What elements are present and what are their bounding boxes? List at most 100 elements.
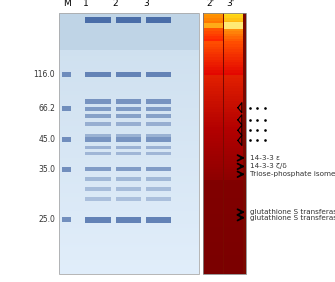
Bar [224, 219, 243, 221]
Bar [224, 18, 243, 21]
Bar [59, 69, 199, 71]
Bar [59, 24, 199, 26]
Bar [224, 21, 243, 23]
Bar [59, 47, 199, 50]
Bar [59, 89, 199, 91]
Bar [204, 52, 223, 54]
Bar [204, 164, 223, 167]
Bar [146, 107, 171, 111]
Bar [224, 159, 243, 161]
Bar [224, 94, 243, 96]
Bar [204, 133, 223, 135]
Bar [59, 213, 199, 215]
Bar [224, 156, 243, 159]
Bar [85, 152, 111, 155]
Bar [59, 224, 199, 226]
Bar [204, 114, 223, 117]
Bar [224, 120, 243, 122]
Bar [146, 72, 171, 77]
Bar [59, 136, 199, 139]
Bar [204, 96, 223, 99]
Bar [59, 93, 199, 95]
Bar [204, 253, 223, 255]
Bar [59, 45, 199, 47]
Bar [59, 43, 199, 45]
Bar [224, 172, 243, 174]
Bar [59, 258, 199, 261]
Bar [116, 137, 141, 142]
Bar [204, 242, 223, 245]
Bar [204, 188, 223, 190]
Bar [59, 267, 199, 269]
Bar [59, 210, 199, 213]
Text: 2': 2' [206, 0, 214, 8]
Text: 25.0: 25.0 [39, 215, 55, 224]
Bar [85, 134, 111, 137]
Text: 3': 3' [226, 0, 234, 8]
Bar [204, 255, 223, 258]
Bar [204, 190, 223, 193]
Bar [224, 57, 243, 60]
Bar [204, 122, 223, 125]
Bar [204, 146, 223, 148]
Text: 14-3-3 ζ/δ: 14-3-3 ζ/δ [250, 163, 287, 169]
Bar [224, 41, 243, 44]
Text: 3: 3 [143, 0, 149, 8]
Bar [224, 161, 243, 164]
Bar [59, 239, 199, 241]
Bar [116, 134, 141, 137]
Bar [224, 39, 243, 41]
Bar [204, 41, 223, 44]
Bar [59, 241, 199, 243]
Bar [59, 265, 199, 267]
Bar [85, 99, 111, 104]
Bar [59, 82, 199, 84]
Bar [204, 153, 223, 156]
Bar [204, 49, 223, 52]
Bar [146, 146, 171, 149]
Bar [204, 206, 223, 208]
Bar [59, 56, 199, 58]
Bar [116, 107, 141, 111]
Bar [204, 174, 223, 177]
Bar [224, 216, 243, 219]
Bar [59, 147, 199, 150]
Bar [59, 50, 199, 52]
Bar [224, 146, 243, 148]
Bar [59, 98, 199, 100]
Bar [224, 185, 243, 188]
Bar [146, 177, 171, 181]
Bar [62, 217, 71, 222]
Bar [204, 138, 223, 140]
Bar [59, 200, 199, 202]
Bar [116, 187, 141, 191]
Bar [59, 261, 199, 263]
Bar [59, 78, 199, 80]
Bar [224, 258, 243, 261]
Text: 2: 2 [113, 0, 118, 8]
Bar [224, 224, 243, 227]
Bar [224, 177, 243, 180]
Bar [224, 62, 243, 65]
Bar [59, 152, 199, 154]
Bar [59, 80, 199, 82]
Bar [85, 122, 111, 126]
Bar [85, 217, 111, 223]
Bar [224, 271, 243, 274]
Bar [204, 94, 223, 96]
Bar [224, 96, 243, 99]
Bar [224, 242, 243, 245]
Bar [204, 15, 223, 18]
Bar [59, 139, 199, 141]
Bar [59, 15, 199, 17]
Bar [204, 65, 223, 67]
Bar [224, 198, 243, 201]
Bar [204, 195, 223, 198]
Bar [224, 250, 243, 253]
Bar [224, 227, 243, 229]
Bar [59, 67, 199, 69]
Bar [59, 158, 199, 160]
Bar [224, 44, 243, 47]
Bar [204, 104, 223, 107]
Bar [204, 47, 223, 49]
